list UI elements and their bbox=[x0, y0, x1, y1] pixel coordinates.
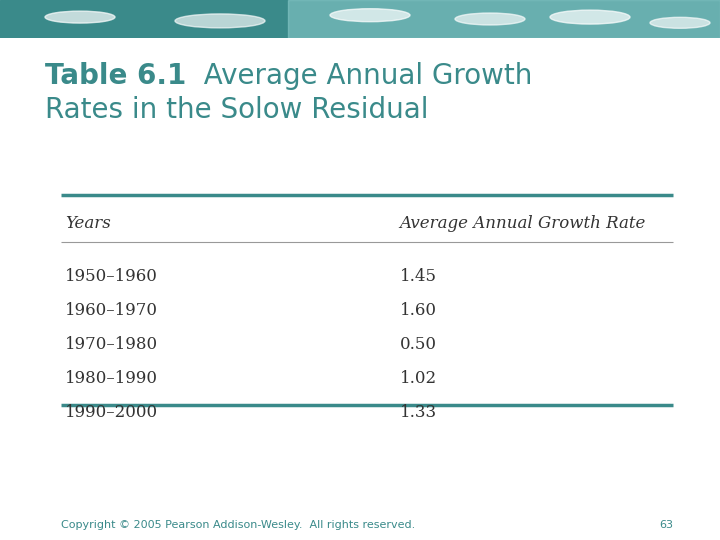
Ellipse shape bbox=[330, 9, 410, 22]
Text: 1.45: 1.45 bbox=[400, 268, 436, 285]
Ellipse shape bbox=[455, 13, 525, 25]
Text: 1.02: 1.02 bbox=[400, 370, 437, 387]
Text: Average Annual Growth Rate: Average Annual Growth Rate bbox=[400, 215, 646, 232]
Ellipse shape bbox=[175, 14, 265, 28]
Text: 1990–2000: 1990–2000 bbox=[66, 404, 158, 421]
Ellipse shape bbox=[45, 11, 115, 23]
Text: Average Annual Growth: Average Annual Growth bbox=[186, 62, 533, 90]
Text: Table 6.1: Table 6.1 bbox=[45, 62, 186, 90]
Text: 63: 63 bbox=[660, 520, 673, 530]
Text: 1980–1990: 1980–1990 bbox=[66, 370, 158, 387]
Text: 0.50: 0.50 bbox=[400, 336, 436, 353]
Ellipse shape bbox=[650, 17, 710, 28]
Text: 1.60: 1.60 bbox=[400, 302, 436, 319]
Text: 1950–1960: 1950–1960 bbox=[66, 268, 158, 285]
Bar bbox=[288, 0, 720, 38]
Text: 1960–1970: 1960–1970 bbox=[66, 302, 158, 319]
Text: Copyright © 2005 Pearson Addison-Wesley.  All rights reserved.: Copyright © 2005 Pearson Addison-Wesley.… bbox=[61, 520, 415, 530]
Text: 1.33: 1.33 bbox=[400, 404, 437, 421]
Text: 1970–1980: 1970–1980 bbox=[66, 336, 158, 353]
Text: Years: Years bbox=[66, 215, 111, 232]
Ellipse shape bbox=[550, 10, 630, 24]
Text: Rates in the Solow Residual: Rates in the Solow Residual bbox=[45, 96, 428, 124]
